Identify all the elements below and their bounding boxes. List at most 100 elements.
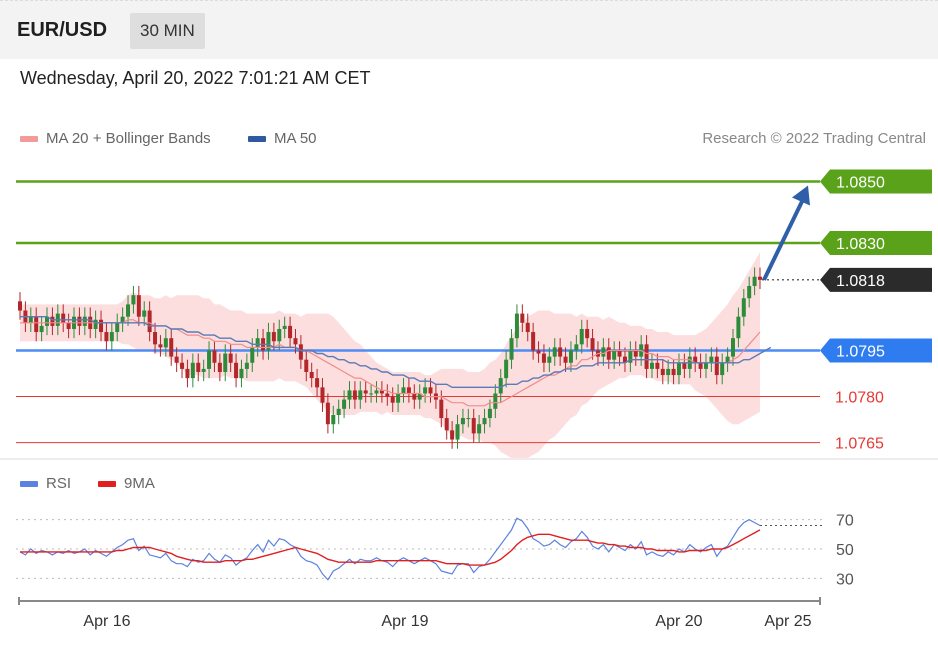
candle-body <box>342 399 347 409</box>
candle-body <box>131 295 136 305</box>
candle-body <box>169 338 174 357</box>
candle-body <box>325 402 330 425</box>
candle-body <box>379 390 384 394</box>
candle-body <box>541 353 546 363</box>
timestamp: Wednesday, April 20, 2022 7:01:21 AM CET <box>20 68 371 88</box>
candle-body <box>153 332 158 345</box>
rsi-tick-50: 50 <box>836 542 854 559</box>
candle-body <box>293 338 298 345</box>
candle-body <box>347 390 352 400</box>
x-tick-label: Apr 16 <box>83 613 130 630</box>
candle-body <box>428 387 433 394</box>
candle-body <box>99 319 104 333</box>
candle-body <box>633 350 638 357</box>
candle-body <box>190 362 195 379</box>
target-arrow-head <box>792 185 810 206</box>
ma50-swatch <box>248 136 266 143</box>
candle-body <box>234 362 239 379</box>
header-bar: EUR/USD 30 MIN <box>0 0 938 59</box>
candle-body <box>363 390 368 394</box>
candle-body <box>698 362 703 369</box>
level-tag-1.0795 <box>820 338 932 363</box>
candle-body <box>741 298 746 317</box>
candle-body <box>644 344 649 369</box>
x-tick-label: Apr 20 <box>655 613 702 630</box>
candle-body <box>682 362 687 369</box>
level-label-1.0818: 1.0818 <box>836 273 885 290</box>
candle-body <box>655 362 660 369</box>
candle-body <box>396 393 401 403</box>
candle-body <box>66 322 71 329</box>
candle-body <box>552 347 557 357</box>
level-label-1.0850: 1.0850 <box>836 175 885 192</box>
candle-body <box>444 418 449 431</box>
candle-body <box>369 393 374 395</box>
candles <box>18 267 762 449</box>
candle-body <box>747 285 752 299</box>
candle-body <box>709 356 714 363</box>
candle-body <box>142 310 147 317</box>
candle-body <box>320 387 325 403</box>
candle-body <box>758 276 762 280</box>
level-label-1.0795: 1.0795 <box>836 343 885 360</box>
candle-body <box>239 368 244 379</box>
candle-body <box>147 310 152 333</box>
candle-body <box>628 350 633 363</box>
candle-body <box>649 362 654 369</box>
candle-body <box>525 322 530 333</box>
x-tick-label: Apr 25 <box>764 613 811 630</box>
candle-body <box>82 316 87 326</box>
candle-body <box>255 338 260 348</box>
candle-body <box>180 362 185 369</box>
legend-ma20: MA 20 + Bollinger Bands <box>20 130 211 147</box>
candle-body <box>509 338 514 360</box>
candle-body <box>455 424 460 440</box>
candle-body <box>563 356 568 363</box>
candle-body <box>676 362 681 376</box>
candle-body <box>158 344 163 348</box>
timeframe-button[interactable]: 30 MIN <box>130 13 205 49</box>
candle-body <box>390 396 395 403</box>
candle-body <box>606 347 611 360</box>
candle-body <box>601 347 606 357</box>
candle-body <box>703 362 708 369</box>
instrument-title: EUR/USD <box>17 19 108 41</box>
candle-body <box>315 378 320 388</box>
candle-body <box>482 418 487 425</box>
candle-body <box>547 356 552 363</box>
candle-body <box>174 356 179 363</box>
research-credit: Research © 2022 Trading Central <box>702 130 926 147</box>
legend-9ma: 9MA <box>98 475 155 492</box>
legend-9ma-label: 9MA <box>124 475 155 492</box>
candle-body <box>196 362 201 372</box>
candle-body <box>185 368 190 379</box>
candle-body <box>271 332 276 342</box>
candle-body <box>401 387 406 394</box>
candle-body <box>585 328 590 339</box>
candle-body <box>109 332 114 342</box>
candle-body <box>579 328 584 345</box>
candle-body <box>39 325 44 333</box>
x-tick-label: Apr 19 <box>381 613 428 630</box>
candle-body <box>660 368 665 376</box>
candle-body <box>358 390 363 400</box>
legend-ma50: MA 50 <box>248 130 317 147</box>
legend-rsi: RSI <box>20 475 71 492</box>
candle-body <box>207 350 212 369</box>
candle-body <box>217 362 222 372</box>
candle-body <box>136 295 141 317</box>
candle-body <box>612 350 617 360</box>
candle-body <box>309 371 314 379</box>
candle-body <box>450 430 455 440</box>
rsi-tick-70: 70 <box>836 513 854 530</box>
candle-body <box>504 359 509 379</box>
candle-body <box>201 368 206 372</box>
candle-body <box>460 418 465 425</box>
level-tag-1.0830 <box>820 230 932 255</box>
rsi-tick-30: 30 <box>836 571 854 588</box>
candle-body <box>714 356 719 376</box>
legend-ma20-label: MA 20 + Bollinger Bands <box>46 130 211 147</box>
level-label-1.0780: 1.0780 <box>835 390 884 407</box>
panel-divider <box>0 458 938 460</box>
